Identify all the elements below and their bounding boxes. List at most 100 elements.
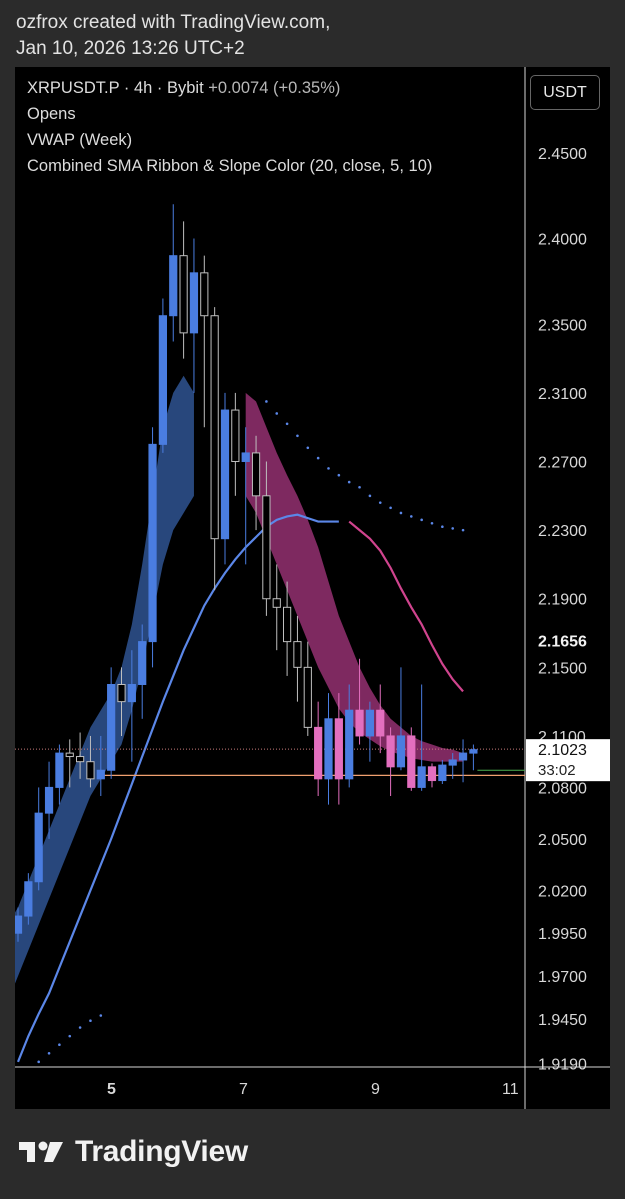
price-change: +0.0074 (+0.35%) [208,79,341,97]
created-date-text: Jan 10, 2026 13:26 UTC+2 [16,38,245,59]
vwap-band-dot [441,525,444,528]
vwap-band-dot [99,1014,103,1017]
candle-body [251,452,261,497]
vwap-band-dot [306,446,310,450]
currency-button[interactable]: USDT [530,75,600,110]
price-tick-label: 2.2700 [538,455,587,472]
price-tick-label: 2.3100 [538,386,587,403]
price-tick-label: 2.0800 [538,780,587,797]
price-chart[interactable]: 2.4500 2.4000 2.3500 2.3100 2.2700 2.2300 2.19… [15,67,610,1109]
candle-body [138,641,147,685]
price-tick-label: 1.9700 [538,969,587,986]
vwap-band-dot [410,515,413,518]
symbol-info: XRPUSDT.P · 4h · Bybit [27,79,204,97]
time-tick-label: 7 [239,1081,248,1098]
time-tick-label: 11 [502,1081,519,1098]
candle-body [303,666,312,728]
vwap-band-dot [420,518,423,522]
vwap-band-dot [327,467,330,470]
vwap-band-dot [451,527,455,530]
candle-countdown: 33:02 [538,762,576,779]
indicator-sma-ribbon[interactable]: Combined SMA Ribbon & Slope Color (20, c… [27,157,433,175]
candle-body [241,452,250,463]
candle-body [386,735,395,768]
vwap-band-dot [347,480,351,484]
price-tick-label: 1.9450 [538,1012,587,1029]
vwap-band-dot [58,1043,61,1047]
footer-brand: TradingView [75,1135,248,1168]
vwap-band-dot [430,521,434,525]
vwap-band-dot [461,528,465,532]
candle-body [76,756,85,763]
candle-body [427,766,437,782]
price-tick-label: 2.4000 [538,232,587,249]
price-tick-label: 2.0500 [538,832,587,849]
candle-body [24,881,33,917]
vwap-band-dot [285,422,289,426]
vwap-band-dot [399,511,403,515]
price-tick-label: 1.9190 [538,1057,587,1074]
candle-body [293,641,302,668]
indicator-vwap[interactable]: VWAP (Week) [27,131,133,149]
vwap-band-dot [316,456,320,460]
price-tick-label: 2.1500 [538,660,587,677]
candle-body [407,735,416,788]
candle-body [314,726,323,780]
candle-body [355,709,364,737]
price-tick-label: 2.0200 [538,883,587,900]
candle-body [169,255,178,317]
vwap-band-dot [78,1026,82,1029]
candle-body [376,709,385,737]
candle-body [189,272,199,334]
candle-body [262,495,271,600]
created-by-text: ozfrox created with TradingView.com, [16,12,331,33]
vwap-band-dot [265,400,268,403]
tradingview-logo: TradingView [17,1135,248,1169]
vwap-band-dot [358,485,361,489]
vwap-band-dot [275,412,279,415]
candle-body [345,709,354,780]
candle-body [148,443,157,643]
candle-body [210,315,219,540]
price-tick-label: 2.3500 [538,317,587,334]
vwap-band-dot [89,1019,92,1022]
candle-body [117,683,126,703]
chart-panel[interactable]: 2.4500 2.4000 2.3500 2.3100 2.2700 2.2300 2.19… [15,67,610,1109]
indicator-opens[interactable]: Opens [27,105,76,123]
sma-ribbon-pink [245,392,464,762]
candle-body [127,683,136,703]
candle-body [448,759,457,766]
candle-body [220,409,230,540]
vwap-band-dot [296,434,299,438]
price-tick-label: 2.1656 [538,634,587,651]
candle-body [396,735,406,768]
vwap-band-dot [47,1051,51,1055]
candle-body [365,709,374,737]
candle-body [86,761,95,780]
vwap-band-dot [368,494,372,498]
last-price-value: 2.1023 [538,742,587,759]
candle-body [34,812,43,883]
time-tick-label: 5 [107,1081,116,1098]
price-tick-label: 2.2300 [538,523,587,540]
candle-body [417,766,426,788]
candle-body [438,764,447,782]
vwap-band-dot [337,473,341,477]
candle-body [179,255,188,334]
symbol-legend[interactable]: XRPUSDT.P · 4h · Bybit +0.0074 (+0.35%) [27,79,340,98]
candle-body [107,683,116,771]
candle-body [283,606,292,643]
tradingview-logo-icon [19,1141,63,1162]
price-tick-label: 1.9950 [538,926,587,943]
last-price-badge [526,739,610,782]
vwap-band-dot [389,506,392,510]
price-tick-label: 2.1900 [538,592,587,609]
candle-body [96,769,105,780]
candle-body [15,915,23,934]
candle-body [458,752,468,761]
candle-body [469,749,478,754]
candle-body [334,718,343,780]
vwap-band-dot [378,501,382,504]
time-tick-label: 9 [371,1081,380,1098]
candle-body [158,315,168,445]
